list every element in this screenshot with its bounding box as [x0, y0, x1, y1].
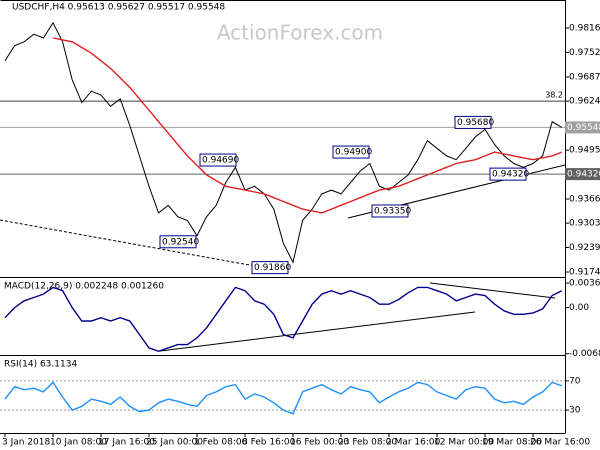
x-tick-label: 16 Feb 00:00 — [290, 438, 349, 448]
annotation-box — [332, 145, 370, 159]
annotation-box — [199, 153, 237, 167]
series-line — [4, 381, 563, 415]
annotation-label: 0.94900 — [335, 148, 372, 158]
x-tick-label: 1 Feb 08:00 — [194, 438, 248, 448]
y-tick-label: 0.96875 — [569, 72, 600, 82]
annotation-box — [371, 204, 409, 218]
y-tick-label: 0.98165 — [569, 23, 600, 33]
price-box-label: 0.94320 — [567, 170, 600, 180]
annotation-label: 0.92540 — [162, 237, 199, 247]
series-line — [52, 37, 563, 214]
x-tick-label: 23 Feb 08:00 — [338, 438, 397, 448]
annotation-label: 0.94320 — [492, 170, 529, 180]
y-tick-label: 0.003638 — [569, 279, 600, 289]
watermark: ActionForex.com — [217, 21, 383, 45]
annotation-box — [454, 115, 492, 129]
annotation-label: 0.94690 — [202, 156, 239, 166]
level-label: 38.2 — [545, 91, 563, 100]
chart-title: USDCHF,H4 0.95613 0.95627 0.95517 0.9554… — [12, 3, 225, 13]
x-tick-label: 19 Mar 08:00 — [482, 438, 542, 448]
annotation-box — [489, 167, 527, 181]
y-tick-label: 0.00 — [569, 303, 589, 313]
annotation-label: 0.91860 — [254, 263, 291, 273]
rsi-title: RSI(14) 63.1134 — [4, 360, 77, 370]
x-tick-label: 12 Mar 00:00 — [434, 438, 494, 448]
trend-line — [159, 311, 476, 352]
x-tick-label: 8 Feb 16:00 — [242, 438, 296, 448]
x-tick-label: 25 Jan 00:00 — [146, 438, 203, 448]
annotation-label: 0.95680 — [457, 118, 494, 128]
y-tick-label: 0.91745 — [569, 268, 600, 278]
price-box — [565, 168, 600, 181]
price-box-label: 0.95548 — [567, 123, 600, 133]
series-line — [4, 21, 563, 264]
trend-line — [0, 219, 256, 267]
macd-title: MACD(12,26,9) 0.002248 0.001260 — [4, 282, 164, 292]
x-tick-label: 10 Jan 08:00 — [50, 438, 107, 448]
y-tick-label: 30 — [569, 406, 581, 416]
series-line — [4, 286, 563, 353]
x-tick-label: 2 Mar 16:00 — [386, 438, 441, 448]
annotation-box — [251, 261, 289, 275]
x-tick-label: 26 Mar 16:00 — [530, 438, 590, 448]
price-box — [565, 121, 600, 134]
y-tick-label: 0.93665 — [569, 195, 600, 205]
x-tick-label: 3 Jan 2018 — [2, 438, 50, 448]
trend-line — [429, 282, 556, 299]
x-tick-label: 17 Jan 16:00 — [98, 438, 155, 448]
annotation-box — [159, 235, 197, 249]
annotation-label: 0.93350 — [374, 206, 411, 216]
y-tick-label: -0.006858 — [569, 349, 600, 359]
y-tick-label: 70 — [569, 376, 581, 386]
